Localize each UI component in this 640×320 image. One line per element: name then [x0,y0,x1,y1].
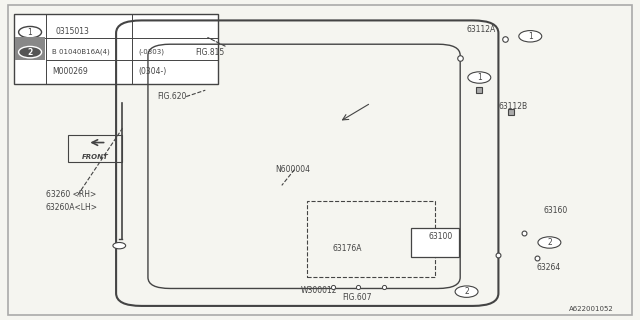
Text: FRONT: FRONT [83,154,109,160]
Text: 63112B: 63112B [499,101,527,111]
Text: 63264: 63264 [537,263,561,272]
Circle shape [519,31,541,42]
Circle shape [538,237,561,248]
Circle shape [19,27,42,38]
Text: (0304-): (0304-) [138,67,166,76]
Text: 1: 1 [477,73,482,82]
Text: 1: 1 [28,28,33,37]
Text: (-0303): (-0303) [138,48,164,55]
Text: 63100: 63100 [428,232,452,241]
Text: N600004: N600004 [275,165,310,174]
Text: 63260A<LH>: 63260A<LH> [46,203,98,212]
Text: FIG.607: FIG.607 [342,293,372,302]
Text: M000269: M000269 [52,67,88,76]
Text: 2: 2 [28,48,33,57]
Text: 2: 2 [547,238,552,247]
Text: 0315013: 0315013 [56,27,90,36]
Text: FIG.815: FIG.815 [196,48,225,57]
Circle shape [455,286,478,297]
Text: 63160: 63160 [543,206,567,215]
Text: 63112A: 63112A [467,25,496,35]
Text: FIG.620: FIG.620 [157,92,187,101]
Text: 63260 <RH>: 63260 <RH> [46,190,96,199]
Text: 2: 2 [464,287,469,296]
FancyBboxPatch shape [15,37,45,60]
Circle shape [468,72,491,83]
Text: 63176A: 63176A [333,244,362,253]
FancyBboxPatch shape [8,4,632,316]
Text: W300012: W300012 [301,285,337,295]
Bar [14,14,218,84]
Text: A622001052: A622001052 [568,306,613,312]
Circle shape [19,46,42,58]
FancyBboxPatch shape [411,228,459,257]
Text: B 01040B16A(4): B 01040B16A(4) [52,48,110,55]
Text: 1: 1 [528,32,532,41]
Circle shape [113,243,125,249]
